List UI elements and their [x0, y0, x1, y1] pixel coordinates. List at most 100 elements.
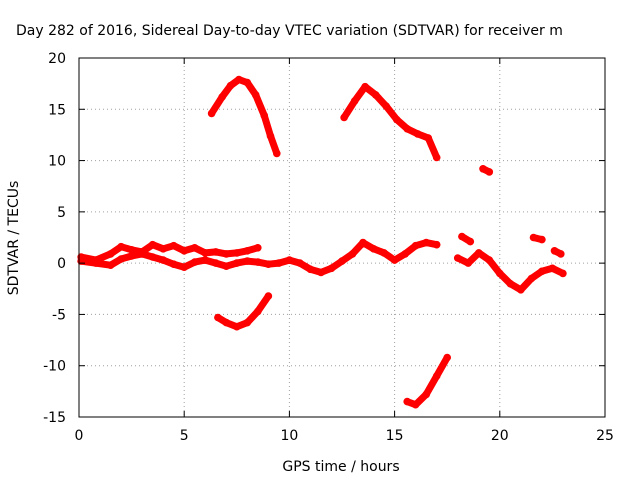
- data-point: [306, 265, 315, 274]
- data-point: [212, 248, 220, 256]
- data-point: [251, 91, 260, 99]
- y-tick-label: 10: [48, 154, 66, 170]
- data-point: [392, 115, 401, 124]
- data-point: [485, 256, 494, 264]
- data-point: [77, 257, 85, 265]
- data-point: [359, 238, 367, 247]
- data-point: [369, 245, 378, 253]
- data-point: [496, 269, 504, 278]
- data-point: [222, 262, 231, 271]
- data-point: [201, 256, 209, 264]
- data-point: [180, 247, 188, 255]
- data-point: [275, 259, 283, 267]
- y-tick-label: 0: [57, 256, 66, 272]
- data-point: [432, 153, 441, 162]
- x-tick-label: 0: [75, 428, 84, 444]
- data-point: [458, 232, 466, 241]
- data-point: [212, 259, 220, 267]
- data-point: [527, 274, 536, 283]
- grid-lines: [79, 58, 605, 417]
- data-point: [340, 113, 348, 122]
- x-tick-label: 15: [386, 428, 404, 444]
- data-point: [264, 260, 273, 269]
- data-point: [92, 259, 100, 267]
- series-arc-2: [340, 83, 441, 161]
- data-point: [253, 258, 262, 266]
- data-point: [243, 78, 252, 87]
- data-point: [466, 237, 475, 246]
- data-point: [106, 261, 115, 270]
- data-point: [557, 250, 565, 258]
- data-point: [401, 250, 409, 258]
- data-point: [207, 109, 216, 118]
- data-point: [327, 264, 336, 273]
- data-point: [506, 279, 515, 288]
- data-point: [411, 400, 420, 409]
- data-point: [148, 240, 157, 249]
- y-tick-label: -5: [52, 307, 66, 323]
- x-tick-label: 10: [280, 428, 298, 444]
- y-tick-label: 15: [48, 102, 66, 118]
- data-point: [517, 286, 525, 294]
- data-point: [559, 269, 567, 278]
- data-point: [361, 82, 369, 91]
- data-point: [214, 313, 222, 322]
- data-point: [226, 81, 235, 90]
- data-point: [148, 253, 157, 261]
- data-point: [285, 256, 294, 264]
- x-tick-label: 25: [596, 428, 614, 444]
- data-point: [403, 397, 412, 406]
- data-point: [380, 249, 388, 257]
- data-point: [117, 242, 125, 251]
- data-series: [77, 75, 567, 409]
- data-point: [475, 249, 483, 257]
- data-point: [253, 307, 262, 316]
- data-point: [159, 256, 167, 264]
- data-point: [538, 267, 546, 276]
- data-point: [529, 233, 538, 242]
- data-point: [266, 132, 275, 140]
- y-tick-label: -15: [43, 410, 66, 426]
- series-band-main-b: [77, 239, 441, 276]
- y-tick-label: 20: [48, 51, 66, 67]
- data-point: [190, 244, 199, 252]
- data-point: [243, 247, 252, 255]
- data-point: [222, 318, 231, 327]
- data-point: [106, 250, 115, 258]
- data-point: [127, 252, 136, 260]
- data-point: [159, 245, 167, 253]
- y-tick-label: -10: [43, 359, 66, 375]
- data-point: [390, 256, 399, 264]
- data-point: [190, 258, 199, 266]
- data-point: [243, 257, 252, 265]
- data-point: [424, 134, 433, 142]
- plot-frame: [78, 57, 606, 418]
- data-point: [411, 241, 420, 250]
- data-point: [350, 97, 359, 105]
- data-point: [317, 268, 325, 277]
- data-point: [422, 390, 431, 399]
- data-point: [201, 249, 209, 257]
- x-tick-label: 5: [180, 428, 189, 444]
- data-point: [479, 165, 487, 173]
- data-point: [443, 353, 452, 362]
- data-point: [413, 130, 422, 138]
- data-point: [233, 322, 241, 331]
- x-axis-title: GPS time / hours: [282, 459, 399, 475]
- data-point: [233, 259, 241, 267]
- data-point: [218, 93, 226, 101]
- data-point: [464, 259, 473, 267]
- data-point: [243, 318, 252, 327]
- data-point: [235, 75, 243, 84]
- data-point: [117, 255, 125, 263]
- data-point: [222, 250, 231, 258]
- data-point: [403, 125, 412, 133]
- data-point: [233, 249, 241, 257]
- data-point: [169, 241, 178, 250]
- data-point: [348, 250, 357, 258]
- x-tick-label: 20: [491, 428, 509, 444]
- data-point: [273, 149, 281, 158]
- data-point: [260, 111, 269, 120]
- data-point: [453, 254, 462, 262]
